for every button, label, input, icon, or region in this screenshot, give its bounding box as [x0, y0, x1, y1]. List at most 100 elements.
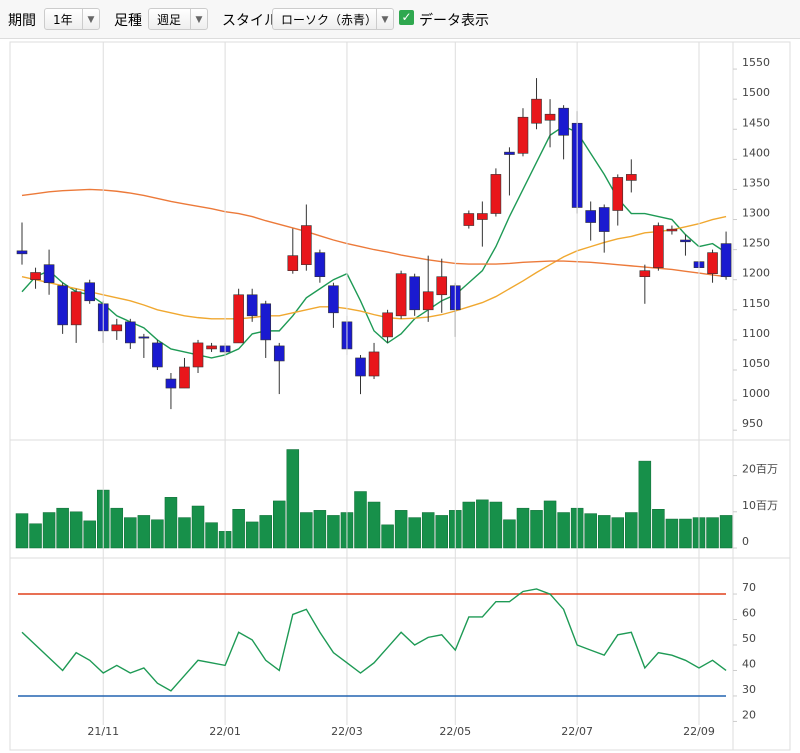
- volume-bar: [259, 515, 272, 549]
- volume-bar: [679, 518, 692, 549]
- volume-bar: [205, 522, 218, 549]
- y-tick-label: 1350: [742, 176, 770, 189]
- moving-average: [21, 125, 727, 359]
- volume-bar: [462, 501, 476, 549]
- x-tick-label: 22/07: [561, 725, 593, 738]
- volume-bar: [286, 449, 300, 549]
- moving-average: [21, 215, 727, 320]
- y-tick-label: 1150: [742, 297, 770, 310]
- candle-body: [409, 276, 420, 311]
- candle-body: [43, 264, 55, 284]
- volume-bar: [530, 510, 543, 549]
- style-select[interactable]: ローソク（赤青） ▼: [272, 8, 394, 30]
- volume-bar: [15, 513, 29, 549]
- candle-body: [57, 285, 68, 326]
- candle-body: [598, 207, 610, 232]
- candle-body: [111, 324, 123, 332]
- moving-average: [21, 188, 727, 278]
- candle-body: [84, 282, 95, 302]
- y-tick-label: 40: [742, 657, 756, 670]
- candle-body: [585, 210, 596, 223]
- volume-bar: [164, 497, 178, 549]
- candle-body: [301, 225, 312, 265]
- style-value: ローソク（赤青）: [281, 13, 378, 27]
- volume-bar: [421, 512, 435, 549]
- volume-bar: [56, 507, 69, 549]
- candle-body: [639, 270, 651, 278]
- y-tick-label: 1050: [742, 357, 770, 370]
- candle-body: [355, 357, 366, 377]
- candle-body: [517, 116, 529, 154]
- chart: 950 1000 1050 1100 1150 1200 1250 1300 1350 1400 1…: [9, 41, 791, 751]
- candle-body: [30, 272, 41, 281]
- candle-body: [246, 294, 258, 317]
- volume-bar: [516, 507, 530, 549]
- y-tick-label: 1000: [742, 387, 770, 400]
- volume-bar: [584, 513, 597, 549]
- candle-body: [368, 351, 380, 377]
- y-tick-label: 0: [742, 535, 749, 548]
- volume-bar: [503, 519, 516, 549]
- dropdown-icon: ▼: [190, 9, 207, 29]
- candle-body: [422, 291, 434, 311]
- candle-body: [558, 107, 569, 136]
- volume-bar: [110, 507, 124, 549]
- candle-body: [490, 174, 502, 214]
- candle-body: [395, 273, 407, 317]
- volume-bar: [313, 510, 327, 549]
- y-tick-label: 60: [742, 607, 756, 620]
- candle-body: [463, 213, 475, 226]
- candle-body: [16, 250, 28, 255]
- volume-bar: [394, 510, 408, 549]
- candle-body: [720, 243, 732, 278]
- candle-body: [314, 252, 326, 278]
- bar-label: 足種: [114, 13, 142, 29]
- volume-bar: [597, 515, 611, 549]
- volume-bar: [652, 509, 665, 549]
- candle-body: [125, 321, 136, 344]
- bar-select[interactable]: 週足 ▼: [148, 8, 208, 30]
- candle-body: [680, 239, 691, 243]
- volume-bar: [665, 518, 679, 549]
- volume-bar: [83, 520, 96, 549]
- style-label: スタイル: [222, 13, 278, 29]
- y-tick-label: 1400: [742, 146, 770, 159]
- y-tick-label: 1500: [742, 86, 770, 99]
- volume-bar: [137, 515, 151, 549]
- x-tick-label: 22/03: [331, 725, 363, 738]
- volume-bar: [191, 505, 205, 549]
- candle-body: [138, 336, 150, 339]
- volume-bar: [245, 521, 259, 549]
- candle-body: [544, 113, 556, 121]
- candle-body: [382, 312, 393, 338]
- y-tick-label: 1450: [742, 116, 770, 129]
- candle-body: [152, 342, 163, 368]
- volume-bar: [300, 512, 313, 549]
- y-tick-label: 1300: [742, 207, 770, 220]
- candle-body: [233, 294, 244, 344]
- candle-body: [477, 213, 488, 220]
- candle-body: [328, 285, 339, 314]
- candle-body: [504, 151, 515, 155]
- y-tick-label: 1100: [742, 327, 770, 340]
- volume-bar: [69, 511, 83, 549]
- period-label: 期間: [8, 13, 36, 29]
- volume-bar: [489, 501, 503, 549]
- x-tick-label: 22/01: [209, 725, 241, 738]
- period-select[interactable]: 1年 ▼: [44, 8, 100, 30]
- data-checkbox[interactable]: ✓: [399, 10, 414, 25]
- candle-body: [436, 276, 448, 296]
- candle-body: [653, 225, 664, 268]
- candle-body: [612, 177, 624, 211]
- dropdown-icon: ▼: [82, 9, 99, 29]
- volume-bar: [408, 517, 421, 549]
- candle-body: [206, 345, 217, 350]
- candle-body: [179, 366, 190, 389]
- rsi-line: [21, 588, 727, 692]
- dropdown-icon: ▼: [376, 9, 393, 29]
- volume-bar: [611, 517, 625, 549]
- volume-bar: [151, 519, 164, 549]
- volume-bar: [273, 500, 286, 549]
- volume-bar: [543, 500, 557, 549]
